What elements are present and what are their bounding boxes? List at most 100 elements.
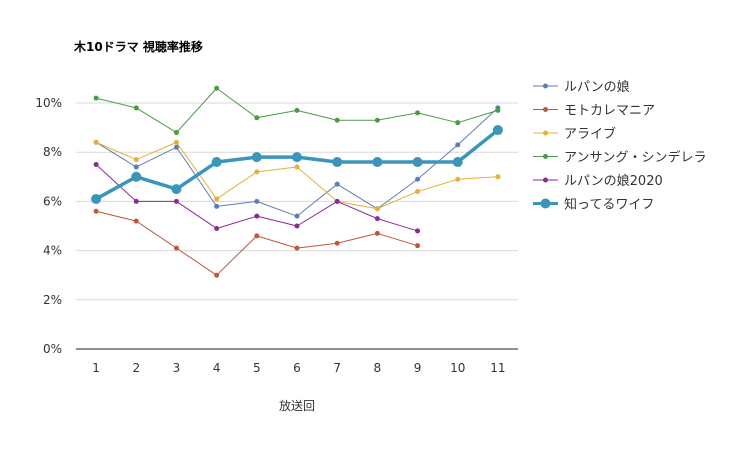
data-point xyxy=(294,245,300,251)
legend-label: アライブ xyxy=(564,126,616,142)
legend-item: 知ってるワイフ xyxy=(533,197,654,213)
x-tick-label: 6 xyxy=(293,361,301,375)
legend-marker xyxy=(543,130,548,136)
data-point xyxy=(93,208,99,214)
data-point xyxy=(334,181,340,187)
data-point xyxy=(374,206,380,212)
data-point xyxy=(294,107,300,113)
data-point xyxy=(171,184,182,195)
x-tick-label: 1 xyxy=(92,361,100,375)
legend-label: ルパンの娘2020 xyxy=(564,174,663,189)
data-point xyxy=(214,225,220,231)
x-tick-label: 7 xyxy=(333,361,341,375)
data-point xyxy=(294,164,300,170)
data-point xyxy=(91,193,102,204)
legend-marker xyxy=(543,107,548,112)
chart-title: 木10ドラマ 視聴率推移 xyxy=(73,39,203,54)
data-point xyxy=(455,176,461,182)
series-ルパンの娘 xyxy=(93,105,501,219)
data-point xyxy=(374,230,380,236)
x-tick-label: 3 xyxy=(173,361,181,375)
data-point xyxy=(415,189,421,195)
data-point xyxy=(415,228,421,234)
data-point xyxy=(173,139,179,145)
data-point xyxy=(133,105,139,111)
data-point xyxy=(254,233,260,239)
data-point xyxy=(294,213,300,219)
data-point xyxy=(412,157,423,168)
series-line xyxy=(95,210,418,276)
series-モトカレマニア xyxy=(93,208,421,278)
data-point xyxy=(452,157,463,168)
data-point xyxy=(173,130,179,136)
data-point xyxy=(133,157,139,163)
legend-item: ルパンの娘 xyxy=(533,80,630,95)
data-point xyxy=(133,218,139,224)
data-point xyxy=(211,157,222,168)
x-tick-label: 9 xyxy=(414,361,422,375)
y-tick-label: 6% xyxy=(43,194,62,208)
x-tick-label: 8 xyxy=(374,361,382,375)
series-アンサング・シンデレラ xyxy=(93,85,501,136)
x-tick-label: 10 xyxy=(450,361,465,375)
data-point xyxy=(374,117,380,123)
data-point xyxy=(334,117,340,123)
data-point xyxy=(173,198,179,204)
data-point xyxy=(332,157,343,168)
data-point xyxy=(254,213,260,219)
data-point xyxy=(254,115,260,121)
data-point xyxy=(251,152,262,163)
series-知ってるワイフ xyxy=(91,125,503,204)
data-point xyxy=(415,110,421,116)
data-point xyxy=(455,142,461,148)
data-point xyxy=(415,243,421,249)
data-point xyxy=(133,164,139,170)
series-line xyxy=(95,164,418,232)
series-group xyxy=(91,85,503,278)
legend-item: モトカレマニア xyxy=(533,104,655,119)
data-point xyxy=(334,240,340,246)
data-point xyxy=(214,196,220,202)
series-ルパンの娘2020 xyxy=(93,162,421,234)
legend-label: アンサング・シンデレラ xyxy=(564,150,706,166)
legend-item: アライブ xyxy=(533,126,616,142)
y-tick-label: 10% xyxy=(35,96,62,110)
data-point xyxy=(93,139,99,145)
x-tick-label: 2 xyxy=(132,361,140,375)
data-point xyxy=(254,169,260,175)
y-tick-label: 2% xyxy=(43,293,62,307)
legend-label: ルパンの娘 xyxy=(564,80,630,95)
data-point xyxy=(131,171,142,182)
data-point xyxy=(415,176,421,182)
data-point xyxy=(93,162,99,167)
x-axis-label: 放送回 xyxy=(279,398,315,413)
data-point xyxy=(334,198,340,204)
data-point xyxy=(294,223,300,229)
data-point xyxy=(254,198,260,204)
data-point xyxy=(173,245,179,251)
data-point xyxy=(292,152,302,163)
legend-label: モトカレマニア xyxy=(564,104,655,119)
legend-marker xyxy=(543,177,548,183)
data-point xyxy=(133,198,139,204)
x-tick-label: 4 xyxy=(213,361,221,375)
data-point xyxy=(495,107,501,113)
data-point xyxy=(492,125,503,136)
legend-marker xyxy=(540,198,551,209)
data-point xyxy=(214,203,220,209)
legend-label: 知ってるワイフ xyxy=(564,197,654,213)
x-tick-label: 11 xyxy=(490,361,505,375)
data-point xyxy=(93,95,99,101)
data-point xyxy=(214,272,220,278)
data-point xyxy=(372,157,383,168)
data-point xyxy=(374,216,380,222)
y-tick-label: 0% xyxy=(43,342,62,356)
legend-item: アンサング・シンデレラ xyxy=(533,150,706,166)
legend-item: ルパンの娘2020 xyxy=(533,174,663,189)
legend-marker xyxy=(543,83,548,89)
x-axis-ticks: 1 2 3 4 5 6 7 8 9 10 11 xyxy=(92,361,505,375)
y-tick-label: 4% xyxy=(43,244,62,258)
data-point xyxy=(214,85,220,91)
